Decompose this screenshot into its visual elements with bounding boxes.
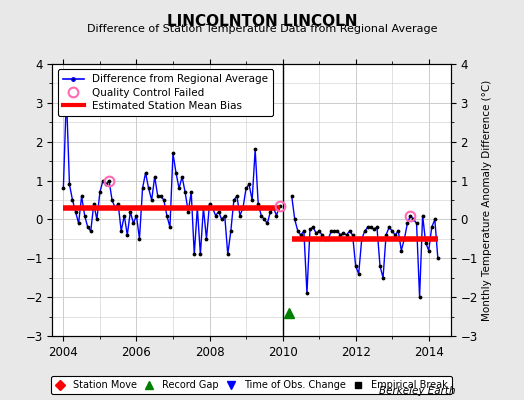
- Y-axis label: Monthly Temperature Anomaly Difference (°C): Monthly Temperature Anomaly Difference (…: [482, 79, 492, 321]
- Text: LINCOLNTON LINCOLN: LINCOLNTON LINCOLN: [167, 14, 357, 29]
- Text: Berkeley Earth: Berkeley Earth: [379, 386, 456, 396]
- Legend: Station Move, Record Gap, Time of Obs. Change, Empirical Break: Station Move, Record Gap, Time of Obs. C…: [51, 376, 452, 394]
- Text: Difference of Station Temperature Data from Regional Average: Difference of Station Temperature Data f…: [87, 24, 437, 34]
